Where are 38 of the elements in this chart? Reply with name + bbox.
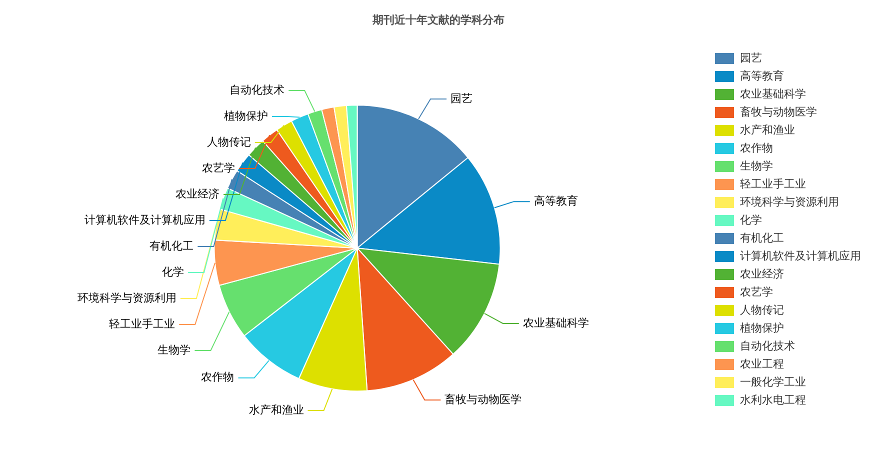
legend-label: 环境科学与资源利用 [740, 195, 839, 208]
slice-label: 有机化工 [150, 239, 194, 252]
slice-label: 农作物 [201, 370, 234, 384]
legend-label: 一般化学工业 [740, 375, 806, 388]
slice-label: 农业经济 [176, 187, 220, 200]
legend-label: 植物保护 [740, 321, 784, 334]
legend-label: 计算机软件及计算机应用 [740, 249, 861, 262]
slice-label: 园艺 [450, 92, 473, 105]
slice-label: 高等教育 [534, 194, 578, 208]
slice-label: 人物传记 [206, 135, 251, 148]
slice-label: 计算机软件及计算机应用 [84, 213, 206, 226]
legend-label: 化学 [740, 213, 762, 226]
legend-label: 高等教育 [740, 69, 784, 82]
category-label: 农艺学 [202, 161, 236, 174]
legend-label: 生物学 [740, 159, 773, 172]
slice-label: 畜牧与动物医学 [444, 392, 522, 406]
slice-label: 植物保护 [224, 109, 268, 122]
legend-label: 水利水电工程 [740, 393, 806, 406]
legend-label: 有机化工 [740, 231, 784, 244]
legend-label: 自动化技术 [740, 339, 795, 352]
legend-label: 畜牧与动物医学 [740, 105, 817, 118]
slice-label: 轻工业手工业 [109, 317, 176, 330]
legend-label: 水产和渔业 [740, 123, 795, 136]
slice-label: 环境科学与资源利用 [77, 291, 176, 304]
legend-label: 农业工程 [740, 357, 784, 370]
legend-label: 农业基础科学 [740, 87, 806, 100]
slice-label: 自动化技术 [230, 83, 285, 96]
slice-label: 生物学 [158, 343, 191, 356]
slice-label: 农业基础科学 [522, 316, 589, 330]
chart-title: 期刊近十年文献的学科分布 [372, 13, 504, 26]
slice-label: 水产和渔业 [248, 403, 304, 416]
legend-label: 园艺 [740, 51, 762, 64]
legend-label: 人物传记 [740, 303, 784, 316]
legend-label: 农业经济 [740, 267, 784, 280]
legend-label: 轻工业手工业 [740, 177, 806, 190]
slice-label: 化学 [162, 265, 184, 278]
legend-label: 农作物 [740, 141, 773, 154]
legend-label: 农艺学 [740, 285, 773, 298]
